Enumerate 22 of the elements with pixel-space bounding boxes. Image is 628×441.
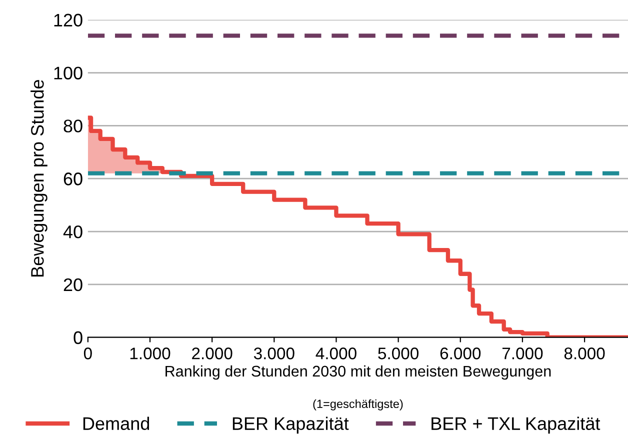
x-tick-label: 2.000 xyxy=(192,348,232,360)
legend-label: BER Kapazität xyxy=(232,416,349,434)
y-tick-label: 100 xyxy=(54,66,82,80)
y-tick-label: 60 xyxy=(64,172,82,186)
legend-label: Demand xyxy=(83,416,150,430)
y-tick-label: 0 xyxy=(74,331,82,344)
y-tick-label: 120 xyxy=(54,14,82,27)
x-tick-label: 1.000 xyxy=(130,348,170,360)
y-tick-label: 40 xyxy=(63,225,82,238)
legend-label: BER + TXL Kapazität xyxy=(432,416,600,434)
x-tick-label: 6.000 xyxy=(440,348,481,360)
y-tick-label: 20 xyxy=(64,278,82,292)
x-tick-label: 7.000 xyxy=(502,348,543,360)
x-tick-label: 3.000 xyxy=(254,348,294,360)
x-axis-title: Ranking der Stunden 2030 mit den meisten Bewegungen xyxy=(166,365,551,380)
x-tick-label: 4.000 xyxy=(316,348,356,360)
y-axis-title: Bewegungen pro Stunde xyxy=(30,80,48,276)
text: (1=geschäftigste) xyxy=(313,399,403,410)
y-tick-label: 80 xyxy=(64,120,82,132)
x-tick-label: 0 xyxy=(84,348,92,360)
x-tick-label: 5.000 xyxy=(378,348,419,360)
x-tick-label: 8.000 xyxy=(564,348,605,360)
